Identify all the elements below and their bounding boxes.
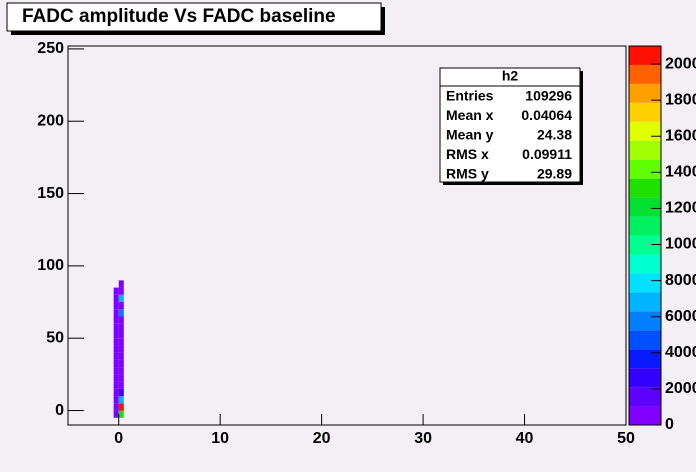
- cell: [113, 287, 119, 295]
- cell: [118, 388, 124, 397]
- cell: [118, 323, 124, 331]
- y-tick-label: 0: [55, 402, 64, 419]
- cell: [113, 396, 119, 404]
- palette-swatch: [629, 102, 661, 122]
- x-tick-label: 30: [414, 430, 432, 447]
- cell: [113, 403, 119, 411]
- cell: [118, 302, 124, 310]
- stats-box: [439, 67, 581, 183]
- palette-swatch: [629, 140, 661, 160]
- cell: [113, 294, 119, 303]
- cell: [118, 338, 124, 346]
- stats-value: 109296: [525, 88, 572, 104]
- z-tick-label: 12000: [665, 200, 696, 217]
- x-tick-label: 50: [617, 430, 635, 447]
- cell: [113, 388, 119, 397]
- palette-swatch: [629, 406, 661, 425]
- cell: [113, 410, 119, 418]
- cell: [118, 316, 124, 324]
- palette-swatch: [629, 197, 661, 217]
- cell: [118, 381, 124, 389]
- cell: [113, 309, 119, 317]
- cell: [118, 294, 124, 303]
- z-tick-label: 8000: [665, 272, 696, 289]
- chart-title: FADC amplitude Vs FADC baseline: [22, 6, 336, 27]
- z-tick-label: 0: [665, 416, 674, 433]
- palette-swatch: [629, 368, 661, 388]
- palette-swatch: [629, 121, 661, 141]
- palette-swatch: [629, 349, 661, 369]
- z-tick-label: 2000: [665, 380, 696, 397]
- x-tick-label: 0: [114, 430, 123, 447]
- palette-swatch: [629, 311, 661, 331]
- cell: [118, 352, 124, 360]
- z-tick-label: 6000: [665, 308, 696, 325]
- palette-swatch: [629, 159, 661, 179]
- cell: [118, 345, 124, 353]
- stats-value: 24.38: [537, 127, 572, 143]
- cell: [118, 330, 124, 339]
- stats-label: Mean y: [446, 127, 494, 143]
- stats-label: Entries: [446, 88, 494, 104]
- x-tick-label: 40: [516, 430, 534, 447]
- stats-title: h2: [502, 68, 519, 84]
- cell: [118, 309, 124, 317]
- cell: [113, 352, 119, 360]
- y-tick-label: 200: [37, 112, 64, 129]
- x-tick-label: 20: [313, 430, 331, 447]
- cell: [118, 287, 124, 295]
- z-tick-label: 4000: [665, 344, 696, 361]
- cell: [118, 374, 124, 382]
- cell: [118, 410, 124, 418]
- cell: [113, 323, 119, 331]
- cell: [113, 374, 119, 382]
- title-box: [6, 2, 382, 32]
- cell: [113, 330, 119, 339]
- stats-label: RMS x: [446, 146, 489, 162]
- stats-value: 0.09911: [522, 146, 572, 162]
- cell: [118, 403, 124, 411]
- z-tick-label: 16000: [665, 127, 696, 144]
- palette-swatch: [629, 292, 661, 312]
- cell: [113, 316, 119, 324]
- z-tick-label: 14000: [665, 164, 696, 181]
- palette-swatch: [629, 216, 661, 236]
- cell: [113, 345, 119, 353]
- cell: [113, 302, 119, 310]
- cell: [113, 338, 119, 346]
- cell: [113, 381, 119, 389]
- palette-swatch: [629, 254, 661, 274]
- x-tick-label: 10: [211, 430, 229, 447]
- palette-swatch: [629, 178, 661, 198]
- z-tick-label: 20000: [665, 55, 696, 72]
- stats-label: Mean x: [446, 107, 494, 123]
- y-tick-label: 150: [37, 185, 64, 202]
- palette-swatch: [629, 83, 661, 103]
- cell: [113, 359, 119, 368]
- y-tick-label: 250: [37, 40, 64, 57]
- cell: [118, 367, 124, 375]
- cell: [118, 396, 124, 404]
- palette-swatch: [629, 235, 661, 255]
- palette-swatch: [629, 387, 661, 407]
- y-tick-label: 100: [37, 257, 64, 274]
- stats-value: 0.04064: [521, 107, 572, 123]
- cell: [118, 359, 124, 368]
- stats-value: 29.89: [537, 166, 572, 182]
- palette-swatch: [629, 273, 661, 293]
- cell: [118, 280, 124, 288]
- stats-label: RMS y: [446, 166, 489, 182]
- y-tick-label: 50: [46, 329, 64, 346]
- z-tick-label: 18000: [665, 91, 696, 108]
- palette-swatch: [629, 330, 661, 350]
- cell: [113, 367, 119, 375]
- palette-swatch: [629, 64, 661, 84]
- colorbar-frame: [628, 45, 662, 426]
- z-tick-label: 10000: [665, 236, 696, 253]
- palette-swatch: [629, 46, 661, 65]
